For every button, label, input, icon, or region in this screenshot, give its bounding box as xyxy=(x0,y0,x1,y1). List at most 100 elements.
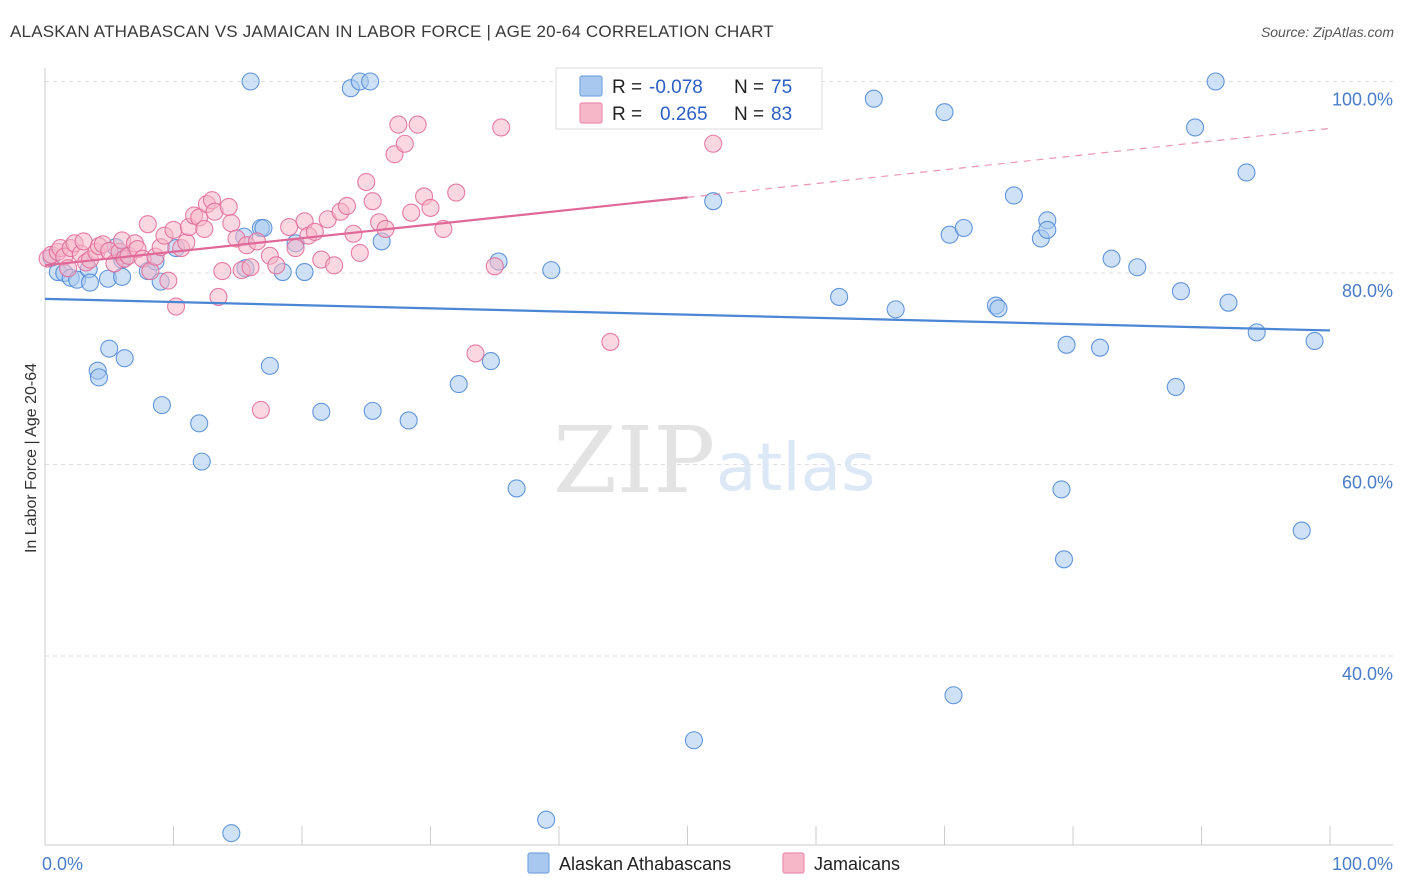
jamaican-point-54 xyxy=(286,239,305,258)
y-axis-label: In Labor Force | Age 20-64 xyxy=(23,363,40,553)
athabascan-point-63 xyxy=(1090,338,1110,357)
y-tick-label-3: 40.0% xyxy=(1342,664,1393,684)
y-tick-label-2: 60.0% xyxy=(1342,473,1393,493)
athabascan-point-24 xyxy=(241,72,260,91)
athabascan-point-47 xyxy=(830,287,849,306)
trend-lines xyxy=(44,127,1331,332)
chart-title: ALASKAN ATHABASCAN VS JAMAICAN IN LABOR … xyxy=(10,22,774,41)
athabascan-point-70 xyxy=(1219,293,1238,312)
athabascan-point-48 xyxy=(864,89,883,108)
athabascan-point-75 xyxy=(222,824,241,843)
athabascan-point-27 xyxy=(260,356,279,375)
y-tick-labels: 100.0% 80.0% 60.0% 40.0% xyxy=(1332,90,1393,685)
jamaican-point-52 xyxy=(267,256,286,275)
athabascan-point-31 xyxy=(312,402,331,421)
watermark: ZIP atlas xyxy=(553,407,876,514)
athabascan-point-18 xyxy=(152,396,171,415)
athabascan-point-50 xyxy=(935,103,954,122)
grid-lines xyxy=(45,81,1393,657)
jamaican-point-73 xyxy=(408,115,427,134)
athabascan-point-20 xyxy=(190,414,209,433)
athabascan-point-37 xyxy=(399,411,418,430)
jamaican-point-44 xyxy=(222,214,241,233)
bottom-legend-label-jamaican: Jamaicans xyxy=(814,854,900,874)
jamaican-point-80 xyxy=(492,118,511,137)
jamaican-point-48 xyxy=(241,258,260,277)
legend-r-label-athabascan: R = xyxy=(612,77,642,98)
athabascan-point-35 xyxy=(363,401,382,420)
athabascan-point-8 xyxy=(89,368,109,387)
athabascan-point-45 xyxy=(704,192,723,211)
source-credit: Source: ZipAtlas.com xyxy=(1260,24,1394,40)
x-tick-label-1: 100.0% xyxy=(1332,854,1393,874)
jamaican-point-70 xyxy=(389,115,408,134)
jamaican-point-37 xyxy=(195,219,214,239)
athabascan-point-52 xyxy=(944,686,963,705)
athabascan-point-44 xyxy=(684,731,703,750)
legend-r-value-jamaican: 0.265 xyxy=(660,104,708,125)
athabascan-point-30 xyxy=(295,262,314,282)
jamaican-point-42 xyxy=(213,262,232,281)
athabascan-point-66 xyxy=(1166,377,1185,396)
watermark-atlas: atlas xyxy=(716,429,876,506)
jamaican-point-77 xyxy=(447,183,466,202)
athabascan-point-14 xyxy=(115,349,134,368)
athabascan-point-34 xyxy=(361,72,380,91)
jamaican-point-50 xyxy=(251,400,270,419)
y-tick-label-0: 100.0% xyxy=(1332,90,1393,110)
legend-n-label-athabascan: N = xyxy=(734,77,764,98)
bottom-legend-swatch-jamaican xyxy=(782,852,805,874)
jamaican-point-24 xyxy=(138,215,157,234)
athabascan-point-71 xyxy=(1237,163,1256,182)
athabascan-point-69 xyxy=(1206,72,1225,91)
athabascan-point-49 xyxy=(886,300,905,319)
x-tick-labels: 0.0% 100.0% xyxy=(42,854,1393,874)
y-tick-label-1: 80.0% xyxy=(1342,281,1393,301)
jamaican-point-78 xyxy=(466,344,485,363)
axes xyxy=(44,68,1393,846)
athabascan-point-60 xyxy=(1052,480,1071,499)
legend-n-label-jamaican: N = xyxy=(734,104,764,125)
jamaican-point-60 xyxy=(325,256,344,275)
jamaican-point-81 xyxy=(601,332,620,351)
jamaican-point-29 xyxy=(159,271,178,290)
athabascan-point-67 xyxy=(1171,282,1190,301)
athabascan-point-21 xyxy=(192,452,211,471)
legend-n-value-athabascan: 75 xyxy=(771,77,792,98)
x-tick-label-0: 0.0% xyxy=(42,854,83,874)
jamaican-point-75 xyxy=(421,198,440,217)
watermark-zip: ZIP xyxy=(553,407,715,514)
athabascan-point-6 xyxy=(80,273,100,292)
athabascan-point-42 xyxy=(537,810,556,829)
athabascan-point-43 xyxy=(542,261,561,280)
athabascan-trend-line xyxy=(44,297,1331,332)
bottom-legend-label-athabascan: Alaskan Athabascans xyxy=(559,854,731,874)
bottom-legend: Alaskan Athabascans Jamaicans xyxy=(527,852,900,874)
athabascan-point-68 xyxy=(1186,118,1205,137)
jamaican-point-64 xyxy=(350,243,369,262)
jamaican-point-65 xyxy=(357,172,376,192)
jamaican-point-72 xyxy=(402,203,421,222)
jamaican-point-43 xyxy=(219,197,238,216)
athabascan-point-13 xyxy=(113,267,132,286)
jamaican-point-53 xyxy=(280,217,299,237)
jamaican-point-79 xyxy=(485,257,504,276)
legend-swatch-athabascan xyxy=(579,75,603,97)
jamaican-trend-line xyxy=(44,196,688,267)
athabascan-point-10 xyxy=(100,339,119,358)
athabascan-point-41 xyxy=(507,479,526,498)
legend-swatch-jamaican xyxy=(579,102,603,124)
data-points xyxy=(38,72,1324,843)
athabascan-point-61 xyxy=(1054,550,1074,569)
legend-n-value-jamaican: 83 xyxy=(771,104,792,125)
jamaican-point-66 xyxy=(363,192,382,211)
athabascan-point-59 xyxy=(1038,220,1057,239)
jamaican-point-31 xyxy=(167,297,186,316)
jamaican-point-41 xyxy=(209,287,228,306)
bottom-legend-swatch-athabascan xyxy=(527,852,550,874)
athabascan-point-64 xyxy=(1102,249,1121,268)
jamaican-point-30 xyxy=(164,220,183,239)
athabascan-point-74 xyxy=(1305,331,1324,351)
athabascan-point-62 xyxy=(1057,335,1076,354)
jamaican-trend-line-extension xyxy=(687,127,1331,198)
